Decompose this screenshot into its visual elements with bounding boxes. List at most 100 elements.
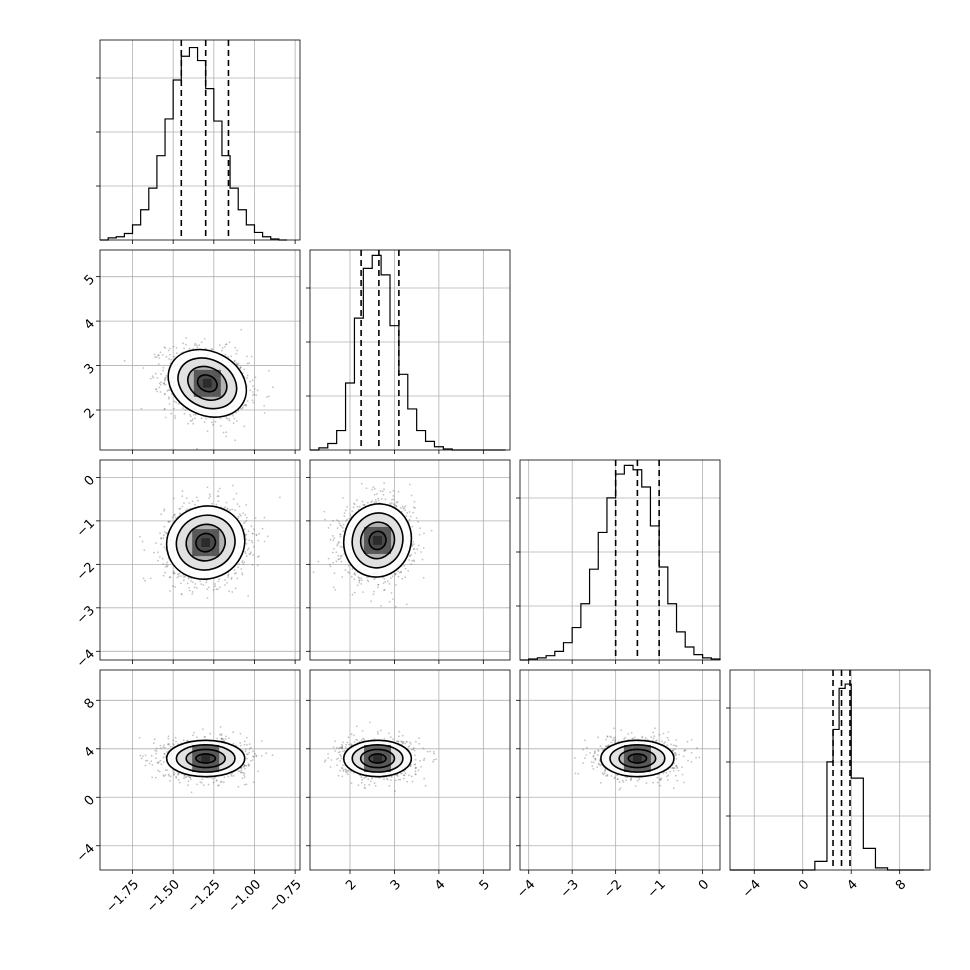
scatter-point [169,353,171,356]
scatter-point [261,527,264,530]
scatter-point [168,403,171,405]
scatter-point [159,759,162,762]
x-tick-label: −4 [740,877,764,901]
scatter-point [390,779,392,781]
scatter-point [243,774,246,777]
scatter-point [168,397,170,400]
scatter-point [243,744,246,746]
scatter-point [317,560,320,563]
scatter-point [250,759,252,762]
scatter-point [189,420,192,422]
scatter-point [191,500,194,503]
scatter-point [248,553,251,555]
scatter-panel-3-0 [96,669,301,874]
scatter-point [243,776,246,778]
scatter-point [252,385,254,388]
scatter-point [339,760,341,762]
scatter-point [138,736,141,739]
scatter-point [582,762,584,764]
scatter-point [182,579,185,582]
scatter-point [163,408,166,411]
scatter-point [402,742,405,744]
scatter-point [340,747,343,750]
scatter-point [243,740,246,743]
scatter-point [157,761,160,763]
scatter-point [353,741,356,743]
scatter-point [194,503,196,506]
scatter-point [418,742,421,745]
scatter-point [408,745,411,747]
scatter-point [175,347,178,349]
scatter-point [341,767,343,769]
contour-line [195,532,217,553]
scatter-point [223,781,225,784]
scatter-point [385,777,388,780]
scatter-point [159,744,162,747]
scatter-point [339,753,341,756]
scatter-point [401,505,404,508]
scatter-point [662,732,665,735]
scatter-point [584,757,586,759]
scatter-point [151,776,154,779]
scatter-point [183,347,186,350]
scatter-point [251,532,254,535]
x-tick-label: −3 [558,877,582,901]
scatter-point [194,417,196,420]
scatter-point [245,533,248,536]
scatter-point [163,382,166,384]
scatter-point [226,418,229,420]
scatter-point [165,563,168,566]
scatter-point [623,738,626,740]
scatter-point [353,578,356,581]
scatter-point [403,565,406,567]
scatter-point [178,772,180,775]
scatter-point [200,417,203,420]
panel-frame [519,459,721,661]
scatter-point [211,348,214,351]
scatter-point [256,556,259,558]
scatter-point [324,759,327,762]
scatter-point [246,362,249,365]
scatter-point [166,532,169,534]
scatter-point [240,771,242,774]
scatter-point [235,572,238,574]
scatter-point [200,583,203,586]
scatter-point [238,513,241,515]
scatter-point [189,776,192,779]
scatter-point [252,750,255,753]
scatter-point [343,749,346,752]
scatter-point [574,757,576,759]
scatter-point [200,341,203,344]
scatter-point [199,781,202,783]
scatter-point [339,535,342,538]
scatter-point [598,763,600,766]
scatter-point [351,510,354,513]
scatter-point [334,589,337,591]
x-tick-label: −1.75 [103,877,142,916]
scatter-point [242,771,244,774]
scatter-point [223,346,226,348]
scatter-point [336,543,339,545]
scatter-point [376,730,379,733]
scatter-point [358,579,361,582]
scatter-point [152,376,155,379]
scatter-point [183,412,186,415]
scatter-point [622,781,625,783]
scatter-point [241,560,244,562]
scatter-point [383,482,386,485]
scatter-point [271,754,274,757]
scatter-point [155,388,158,390]
scatter-point [171,516,174,519]
scatter-point [638,778,641,781]
scatter-point [356,499,358,502]
scatter-point [594,750,596,753]
scatter-point [388,732,390,735]
scatter-point [665,771,668,774]
scatter-point [228,419,231,422]
scatter-point [188,587,191,589]
scatter-point [394,779,397,782]
contour-line [195,753,217,764]
scatter-point [170,412,173,415]
scatter-point [186,582,189,585]
scatter-point [342,770,345,772]
